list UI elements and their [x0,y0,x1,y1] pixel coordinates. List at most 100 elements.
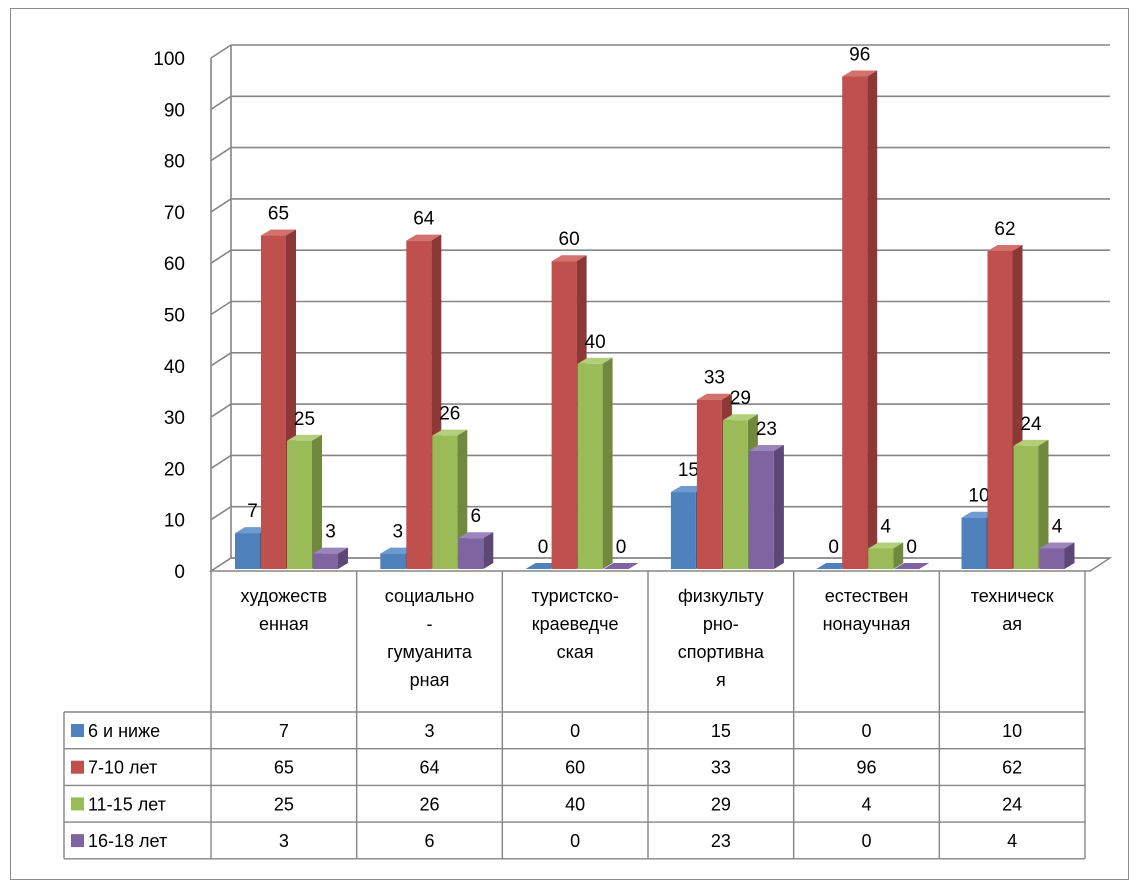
bar-top-1 [406,234,442,241]
data-label: 6 [471,506,482,527]
bar-0 [961,517,987,569]
data-label: 3 [325,522,336,543]
category-label: социально [385,586,474,606]
data-label: 62 [994,219,1015,240]
y-tick-label: 100 [153,49,185,70]
y-tick-label: 20 [164,459,185,480]
side-wall-gridline [210,300,232,316]
side-wall-gridline [210,506,232,521]
bar-top-3 [458,532,494,539]
side-wall-gridline [210,198,232,213]
data-label: 65 [268,204,289,225]
table-cell: 40 [565,794,585,814]
data-label: 24 [1020,414,1042,435]
data-label: 26 [439,404,460,425]
bar-side-2 [602,357,613,569]
bar-1 [551,261,577,569]
legend-key [71,834,84,848]
bar-side-3 [338,547,348,569]
side-wall-gridline [210,95,232,110]
category-label: естествен [825,586,909,606]
data-label: 0 [906,537,917,558]
data-label: 60 [559,229,580,250]
y-tick-label: 70 [164,203,185,224]
y-tick-label: 80 [164,152,185,173]
bar-2 [1013,445,1039,569]
data-label: 33 [704,368,725,389]
bar-top-1 [551,255,587,262]
bar-top-1 [987,244,1023,251]
table-cell: 4 [861,794,871,814]
bar-side-2 [312,434,322,569]
data-label: 0 [828,537,839,558]
table-cell: 24 [1002,794,1022,814]
bar-top-3 [1039,542,1075,549]
table-cell: 0 [570,721,580,741]
category-label: енная [259,614,309,634]
bar-0 [670,492,696,569]
y-tick-label: 40 [164,357,185,378]
side-wall-gridline [210,249,232,264]
table-cell: 10 [1002,721,1022,741]
bar-side-3 [1064,542,1075,569]
bar-side-2 [1038,439,1049,569]
bar-2 [722,420,748,569]
bar-side-2 [893,542,904,569]
bar-3 [313,553,338,569]
data-label: 96 [849,45,870,66]
legend-key [71,760,84,774]
legend-key [71,797,84,811]
data-label: 40 [585,332,606,353]
bar-side-3 [483,532,494,569]
side-wall-gridline [210,352,232,367]
legend-label: 16-18 лет [88,831,167,851]
y-tick-label: 10 [164,511,185,532]
table-cell: 15 [711,721,731,741]
category-label: гумуанита [387,642,473,662]
category-label: рная [410,670,450,690]
bar-1 [987,250,1013,569]
floor [208,557,1113,572]
bar-top-3 [313,547,348,554]
bar-1 [406,240,432,569]
bar-flat-3 [603,563,639,569]
chart-frame [10,8,1129,880]
table-cell: 0 [570,831,580,851]
bar-top-2 [577,357,613,364]
bar-side-3 [773,445,784,569]
table-cell: 0 [861,831,871,851]
bar-1 [696,399,722,569]
table-cell: 6 [424,831,434,851]
table-cell: 4 [1007,831,1017,851]
data-label: 7 [247,501,258,522]
bar-top-3 [748,445,784,452]
bar-3 [1039,548,1065,569]
table-cell: 26 [419,794,439,814]
table-cell: 29 [711,794,731,814]
data-label: 3 [393,522,404,543]
table-cell: 62 [1002,758,1022,778]
bar-2 [577,363,603,569]
table-cell: 3 [279,831,289,851]
bar-top-1 [842,70,878,77]
y-tick-label: 60 [164,254,185,275]
bar-3 [748,451,774,569]
data-label: 25 [294,409,315,430]
data-label: 29 [730,388,751,409]
bar-top-2 [722,414,758,421]
category-label: туристско- [531,586,618,606]
bar-top-1 [696,393,732,400]
bar-side-2 [457,429,468,569]
category-label: я [716,670,726,690]
table-cell: 23 [711,831,731,851]
bar-1 [842,76,868,570]
bar-flat-3 [894,563,930,569]
y-tick-label: 90 [164,100,185,121]
category-label: художеств [241,586,328,606]
bar-top-2 [287,434,322,441]
bar-top-2 [868,542,904,549]
category-label: техническ [971,586,1054,606]
bar-top-2 [432,429,468,436]
data-label: 23 [756,419,777,440]
table-cell: 64 [419,758,439,778]
